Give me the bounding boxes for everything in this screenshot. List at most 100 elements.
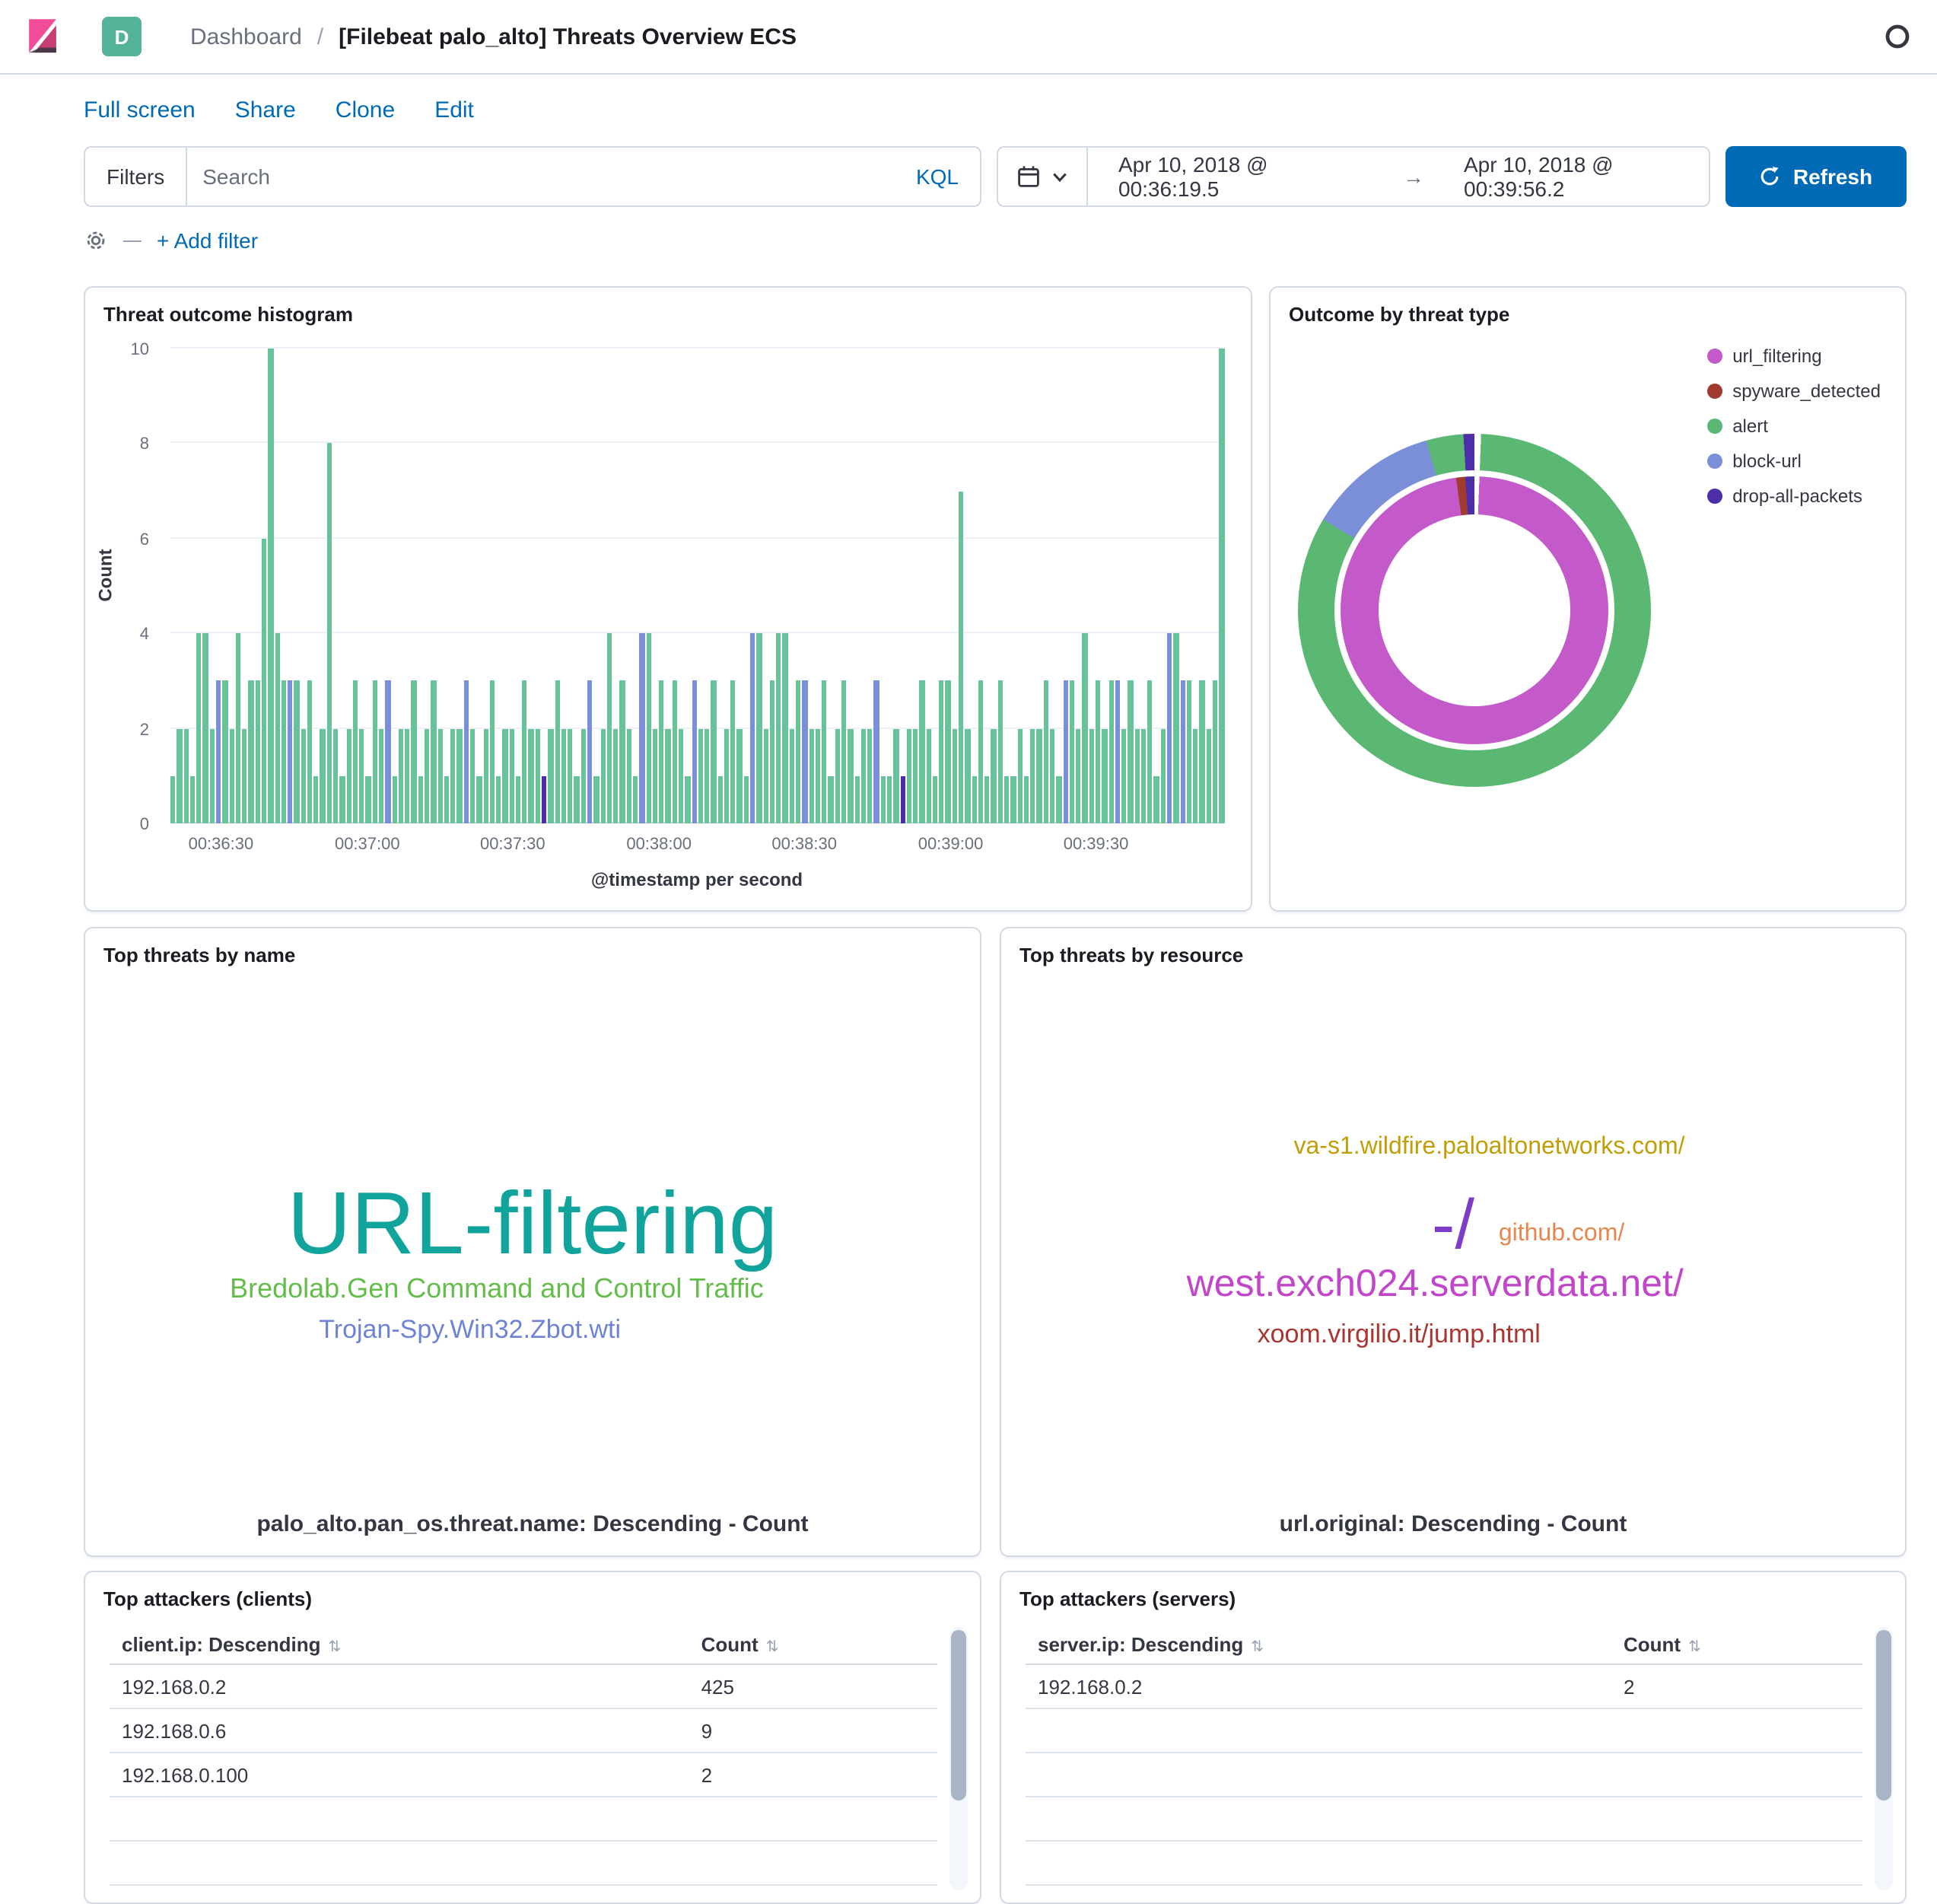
histogram-bar-alert[interactable] [835,728,840,823]
histogram-bar-alert[interactable] [189,775,196,823]
histogram-bar-alert[interactable] [229,728,234,823]
histogram-bar-alert[interactable] [222,680,228,823]
histogram-bar-alert[interactable] [1140,728,1147,823]
histogram-bar-alert[interactable] [1186,680,1192,823]
histogram-bar-alert[interactable] [717,775,723,823]
histogram-bar-alert[interactable] [606,633,612,823]
histogram-bar-alert[interactable] [789,728,794,823]
dashboard-app-badge[interactable]: D [102,17,142,56]
histogram-bar-alert[interactable] [841,680,847,823]
histogram-bar-alert[interactable] [724,728,730,823]
histogram-bar-alert[interactable] [991,728,997,823]
table-row[interactable]: 192.168.0.100 2 [110,1753,937,1797]
histogram-bar-alert[interactable] [411,680,417,823]
histogram-bar-alert[interactable] [1036,728,1042,823]
column-header-ip[interactable]: client.ip: Descending ⇅ [110,1632,689,1655]
tag-cloud-word[interactable]: xoom.virgilio.it/jump.html [1257,1320,1541,1349]
refresh-button[interactable]: Refresh [1725,146,1907,207]
histogram-bar-alert[interactable] [1089,728,1094,823]
column-header-count[interactable]: Count ⇅ [689,1632,937,1655]
histogram-bar-alert[interactable] [1193,728,1198,823]
histogram-bar-alert[interactable] [945,680,951,823]
histogram-bar-alert[interactable] [339,775,345,823]
filters-button[interactable]: Filters [85,148,188,205]
histogram-bar-alert[interactable] [398,728,404,823]
histogram-bar-alert[interactable] [782,633,788,823]
histogram-bar-alert[interactable] [959,491,964,823]
histogram-bar-block-url[interactable] [750,633,755,823]
histogram-bar-alert[interactable] [405,728,410,823]
end-date-button[interactable]: Apr 10, 2018 @ 00:39:56.2 [1464,152,1614,201]
histogram-bar-alert[interactable] [1017,728,1023,823]
histogram-bar-alert[interactable] [1095,680,1101,823]
histogram-bar-alert[interactable] [450,728,456,823]
tag-cloud-word[interactable]: west.exch024.serverdata.net/ [1186,1262,1684,1305]
histogram-bar-block-url[interactable] [288,680,293,823]
table-row[interactable]: 192.168.0.2 425 [110,1665,937,1709]
histogram-bar-alert[interactable] [496,775,501,823]
histogram-bar-alert[interactable] [548,728,554,823]
controls-ring-icon[interactable] [1882,21,1913,52]
histogram-bar-alert[interactable] [926,728,931,823]
histogram-bar-alert[interactable] [632,775,638,823]
tag-cloud-word[interactable]: Bredolab.Gen Command and Control Traffic [230,1273,764,1304]
histogram-bar-alert[interactable] [848,728,854,823]
histogram-bar-alert[interactable] [600,728,606,823]
histogram-bar-alert[interactable] [1069,680,1075,823]
histogram-bar-alert[interactable] [756,633,762,823]
search-input[interactable] [187,164,916,189]
histogram-bar-alert[interactable] [235,633,241,823]
histogram-bar-alert[interactable] [515,775,521,823]
histogram-bar-alert[interactable] [1004,775,1010,823]
histogram-bar-alert[interactable] [867,728,873,823]
legend-item-alert[interactable]: alert [1706,416,1881,437]
histogram-bar-alert[interactable] [255,680,260,823]
histogram-bar-alert[interactable] [939,680,944,823]
histogram-bar-alert[interactable] [1213,680,1218,823]
histogram-bar-alert[interactable] [177,728,183,823]
histogram-bar-alert[interactable] [678,728,684,823]
histogram-bar-alert[interactable] [736,728,743,823]
scrollbar-thumb[interactable] [1876,1630,1891,1801]
histogram-bar-alert[interactable] [997,680,1003,823]
histogram-bar-alert[interactable] [1056,775,1062,823]
histogram-bar-alert[interactable] [1147,680,1153,823]
donut-chart[interactable] [1298,434,1651,787]
histogram-bar-alert[interactable] [776,633,781,823]
histogram-bar-alert[interactable] [320,728,326,823]
legend-item-url_filtering[interactable]: url_filtering [1706,345,1881,367]
histogram-bar-alert[interactable] [431,680,437,823]
histogram-bar-alert[interactable] [1010,775,1016,823]
histogram-bar-alert[interactable] [854,775,860,823]
histogram-bar-alert[interactable] [196,633,202,823]
histogram-bar-alert[interactable] [1153,775,1159,823]
histogram-bar-alert[interactable] [359,728,364,823]
histogram-bar-drop-all-packets[interactable] [542,775,547,823]
histogram-bar-alert[interactable] [574,775,580,823]
histogram-bar-alert[interactable] [646,633,651,823]
histogram-bar-block-url[interactable] [463,680,469,823]
histogram-bar-alert[interactable] [281,680,287,823]
histogram-bar-alert[interactable] [489,680,495,823]
histogram-bar-block-url[interactable] [215,680,221,823]
histogram-bar-alert[interactable] [1199,680,1205,823]
histogram-bar-alert[interactable] [275,633,280,823]
histogram-bar-block-url[interactable] [385,680,391,823]
clone-link[interactable]: Clone [335,97,396,123]
kibana-logo-icon[interactable] [23,17,62,56]
histogram-bar-alert[interactable] [476,775,482,823]
histogram-bar-block-url[interactable] [873,680,879,823]
legend-item-block-url[interactable]: block-url [1706,451,1881,472]
histogram-bar-block-url[interactable] [802,680,808,823]
histogram-bar-alert[interactable] [1076,728,1081,823]
histogram-bar-alert[interactable] [301,728,306,823]
histogram-bar-alert[interactable] [1134,728,1140,823]
histogram-bar-alert[interactable] [593,775,600,823]
histogram-bar-alert[interactable] [913,728,918,823]
full-screen-link[interactable]: Full screen [84,97,196,123]
histogram-bar-alert[interactable] [209,728,215,823]
histogram-bar-alert[interactable] [444,775,450,823]
histogram-bar-alert[interactable] [483,728,488,823]
histogram-bar-alert[interactable] [294,680,300,823]
histogram-bar-alert[interactable] [711,680,717,823]
